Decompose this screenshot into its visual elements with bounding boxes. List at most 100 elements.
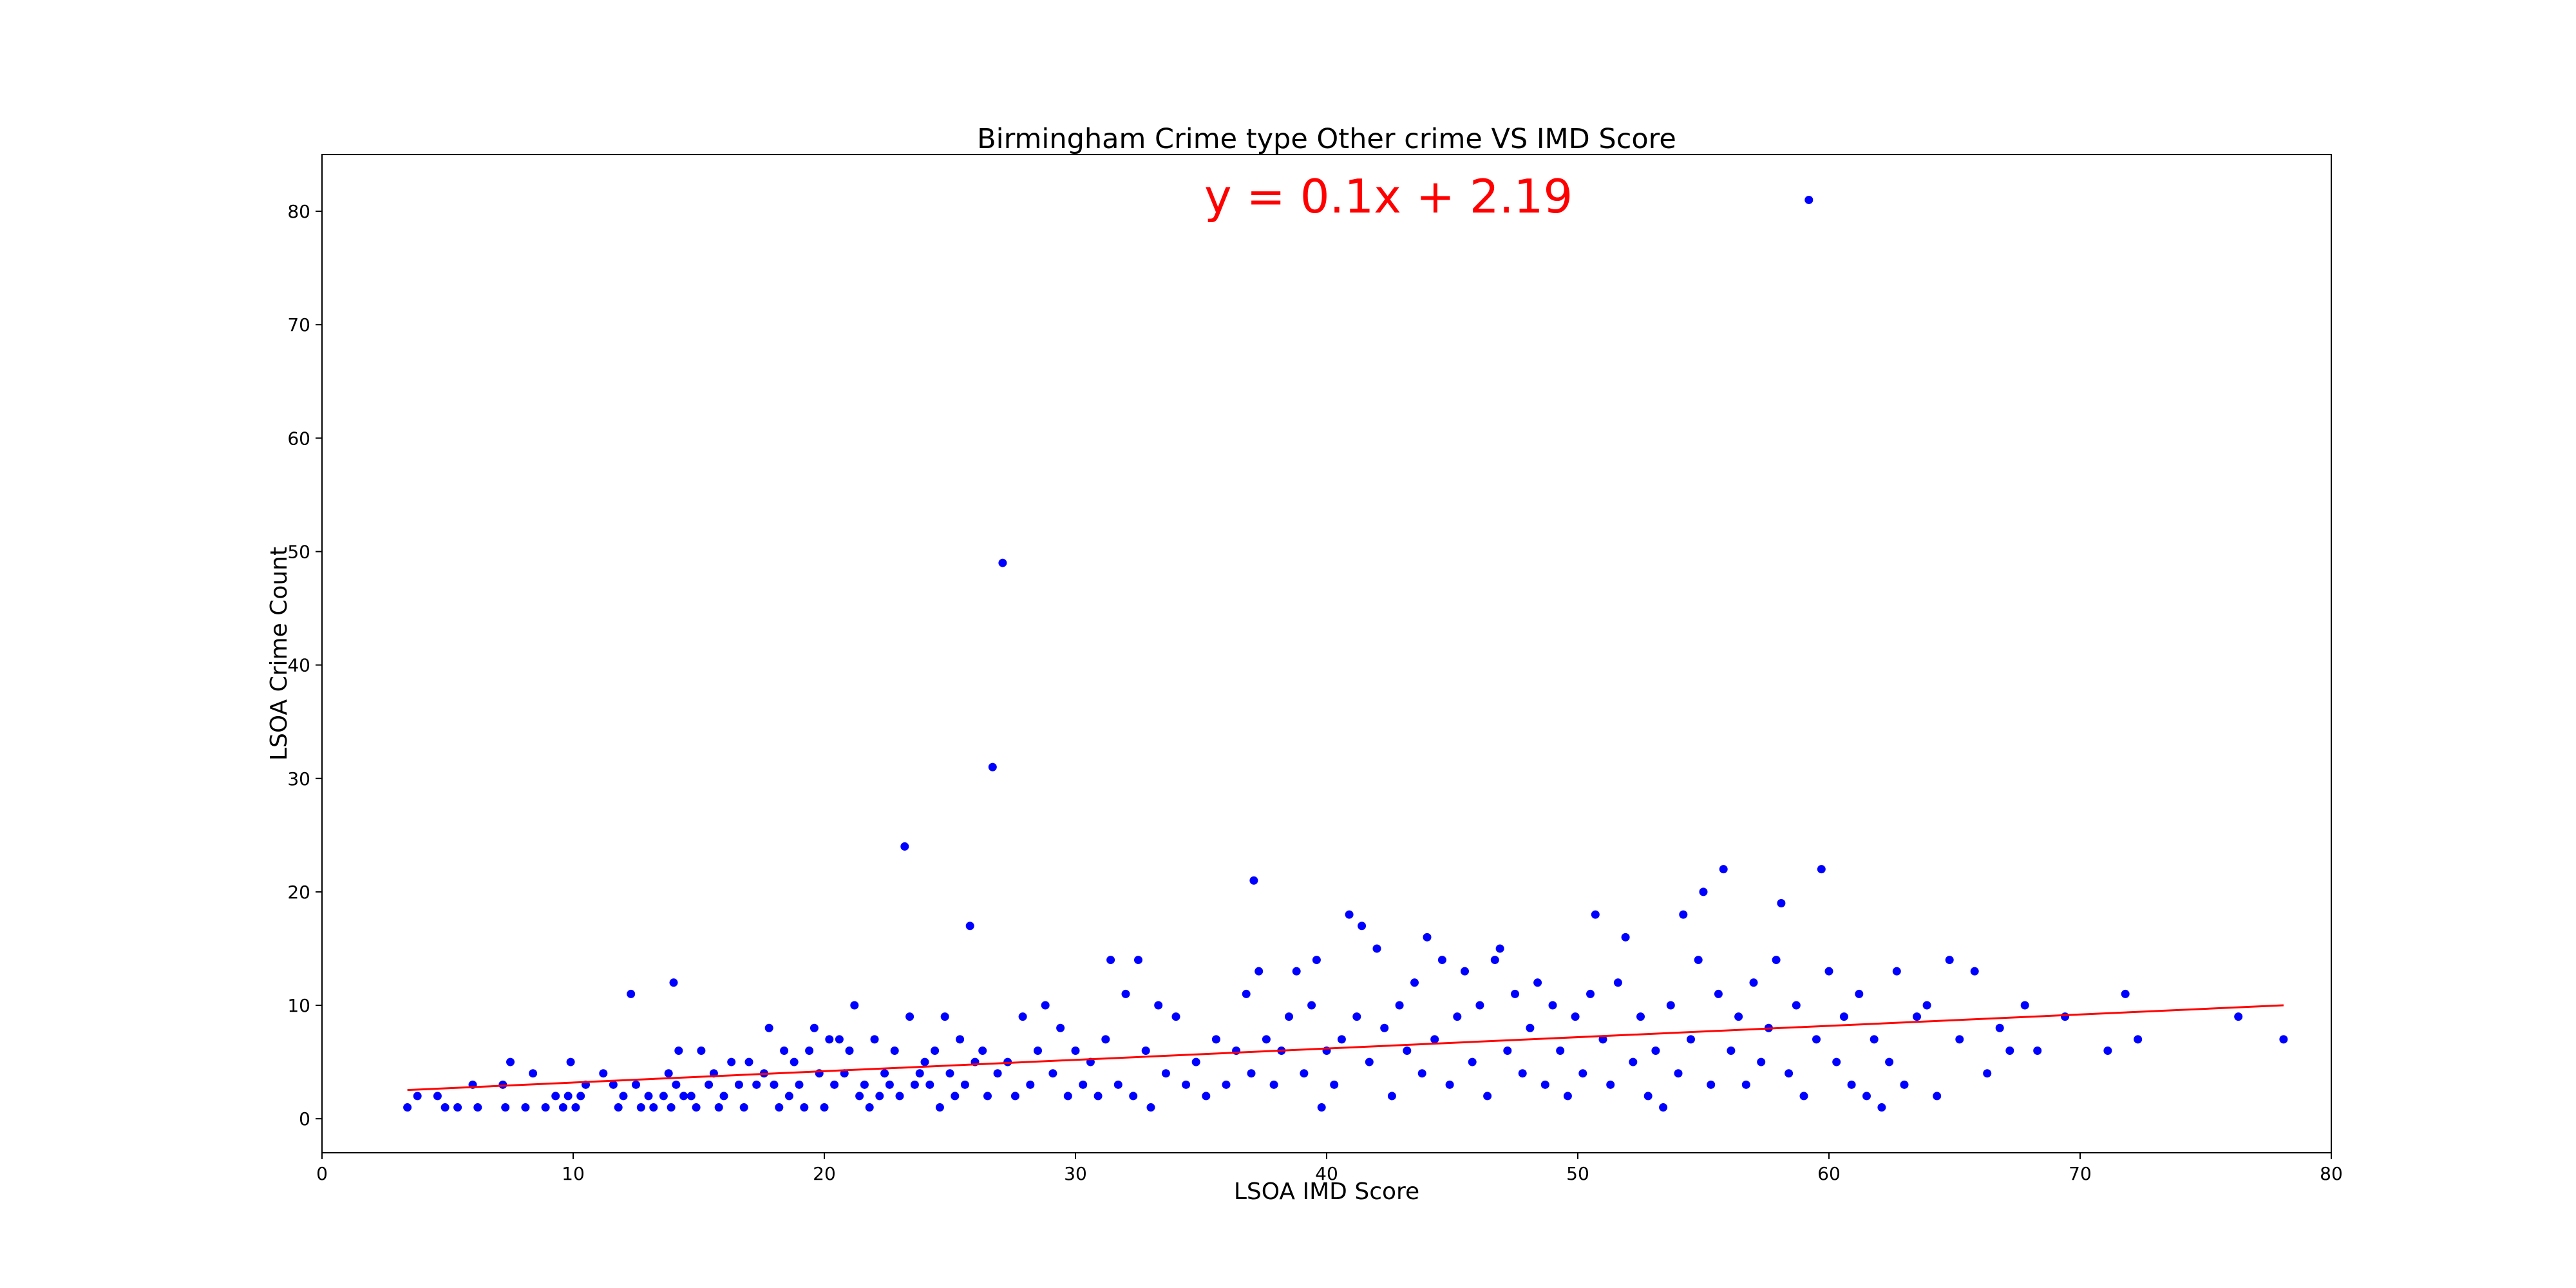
data-point xyxy=(925,1080,934,1089)
data-point xyxy=(1134,956,1142,965)
data-point xyxy=(998,558,1007,567)
data-point xyxy=(669,978,678,987)
data-point xyxy=(692,1103,701,1112)
data-point xyxy=(1674,1069,1683,1078)
data-point xyxy=(1563,1092,1572,1101)
plot-area-frame xyxy=(321,154,2332,1153)
data-point xyxy=(978,1046,987,1055)
data-point xyxy=(1063,1092,1072,1101)
data-point xyxy=(739,1103,748,1112)
data-point xyxy=(744,1057,753,1066)
data-point xyxy=(1453,1012,1462,1021)
data-point xyxy=(687,1092,696,1101)
x-tick-label: 60 xyxy=(1817,1163,1841,1184)
data-point xyxy=(784,1092,793,1101)
data-point xyxy=(1430,1035,1439,1044)
data-point xyxy=(551,1092,560,1101)
data-point xyxy=(805,1046,814,1055)
data-point xyxy=(498,1080,507,1089)
data-point xyxy=(1121,989,1130,998)
data-point xyxy=(800,1103,809,1112)
data-point xyxy=(1870,1035,1879,1044)
x-tick-label: 70 xyxy=(2069,1163,2092,1184)
data-point xyxy=(850,1001,859,1010)
regression-line xyxy=(407,1004,2284,1092)
data-point xyxy=(931,1046,940,1055)
data-point xyxy=(1387,1092,1396,1101)
data-point xyxy=(1839,1012,1848,1021)
data-point xyxy=(1699,887,1708,896)
data-point xyxy=(870,1035,879,1044)
data-point xyxy=(1900,1080,1909,1089)
data-point xyxy=(1598,1035,1607,1044)
data-point xyxy=(1365,1057,1374,1066)
data-point xyxy=(1877,1103,1886,1112)
data-point xyxy=(1423,933,1432,942)
data-point xyxy=(1804,195,1814,204)
data-point xyxy=(770,1080,779,1089)
x-tick-label: 0 xyxy=(316,1163,328,1184)
data-point xyxy=(1395,1001,1404,1010)
x-tick-label: 30 xyxy=(1064,1163,1087,1184)
data-point xyxy=(1970,967,1979,976)
data-point xyxy=(1202,1092,1211,1101)
data-point xyxy=(1071,1046,1080,1055)
data-point xyxy=(1503,1046,1512,1055)
data-point xyxy=(993,1069,1002,1078)
data-point xyxy=(403,1103,412,1112)
data-point xyxy=(1307,1001,1316,1010)
data-point xyxy=(1079,1080,1088,1089)
data-point xyxy=(1317,1103,1326,1112)
data-point xyxy=(1101,1035,1110,1044)
data-point xyxy=(734,1080,743,1089)
data-point xyxy=(521,1103,530,1112)
data-point xyxy=(453,1103,462,1112)
data-point xyxy=(1636,1012,1645,1021)
y-tick-label: 10 xyxy=(287,995,310,1016)
data-point xyxy=(636,1103,645,1112)
data-point xyxy=(571,1103,580,1112)
data-point xyxy=(1548,1001,1557,1010)
data-point xyxy=(1945,956,1954,965)
data-point xyxy=(433,1092,442,1101)
data-point xyxy=(820,1103,829,1112)
data-point xyxy=(659,1092,668,1101)
y-tick-label: 30 xyxy=(287,768,310,790)
data-point xyxy=(945,1069,954,1078)
data-point xyxy=(1141,1046,1150,1055)
data-point xyxy=(1659,1103,1668,1112)
data-point xyxy=(1372,944,1381,953)
data-point xyxy=(627,989,636,998)
data-point xyxy=(1571,1012,1580,1021)
data-point xyxy=(983,1092,992,1101)
data-point xyxy=(679,1092,688,1101)
data-point xyxy=(1606,1080,1615,1089)
data-point xyxy=(1666,1001,1675,1010)
data-point xyxy=(905,1012,914,1021)
data-point xyxy=(1741,1080,1750,1089)
data-point xyxy=(880,1069,889,1078)
data-point xyxy=(1772,956,1781,965)
chart-title: Birmingham Crime type Other crime VS IMD… xyxy=(977,123,1676,155)
data-point xyxy=(830,1080,839,1089)
data-point xyxy=(1380,1023,1389,1032)
data-point xyxy=(1010,1092,1019,1101)
data-point xyxy=(890,1046,899,1055)
data-point xyxy=(599,1069,608,1078)
data-point xyxy=(1222,1080,1231,1089)
regression-equation-annotation: y = 0.1x + 2.19 xyxy=(1204,169,1573,223)
data-point xyxy=(956,1035,965,1044)
data-point xyxy=(674,1046,683,1055)
data-point xyxy=(1056,1023,1065,1032)
data-point xyxy=(1171,1012,1180,1021)
data-point xyxy=(2121,989,2130,998)
data-point xyxy=(1490,956,1499,965)
data-point xyxy=(632,1080,640,1089)
data-point xyxy=(2005,1046,2014,1055)
data-point xyxy=(845,1046,854,1055)
data-point xyxy=(614,1103,623,1112)
data-point xyxy=(1777,899,1786,907)
data-point xyxy=(1707,1080,1716,1089)
